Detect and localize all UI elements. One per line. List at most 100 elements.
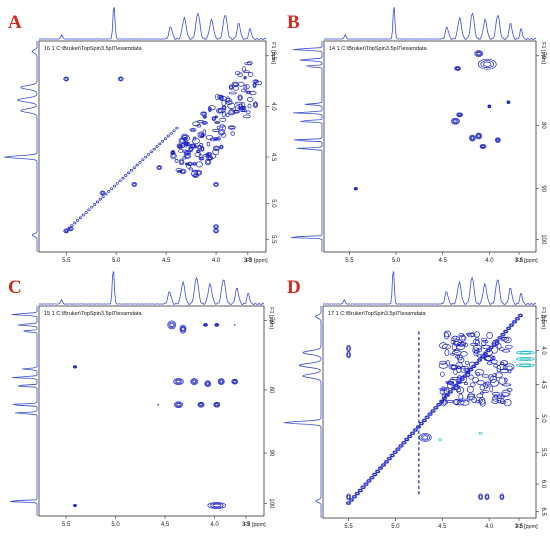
diagonal-peak xyxy=(378,466,384,470)
diagonal-peak xyxy=(78,216,82,220)
cross-peak xyxy=(247,72,254,77)
diagonal-peak xyxy=(376,470,380,473)
cross-peak xyxy=(220,145,223,149)
cross-peak xyxy=(206,141,211,147)
diagonal-peak xyxy=(351,495,357,499)
cross-peak xyxy=(475,132,483,140)
cross-peak xyxy=(446,381,454,389)
f2-tick-label: 4.0 xyxy=(212,258,221,264)
cross-peak xyxy=(506,388,513,392)
cross-peak xyxy=(184,141,188,146)
diagonal-peak xyxy=(352,495,357,498)
cross-peak xyxy=(233,380,237,384)
f2-axis-label: F2 [ppm] xyxy=(246,258,268,264)
cross-peak xyxy=(171,153,176,159)
cross-peak xyxy=(191,144,196,148)
diagonal-peak xyxy=(424,415,430,420)
diagonal-peak xyxy=(396,447,400,451)
diagonal-peak xyxy=(454,384,458,387)
diagonal-peak xyxy=(124,174,128,177)
diagonal-peak xyxy=(355,492,359,495)
cross-peak xyxy=(242,70,250,74)
f2-tick-label: 4.5 xyxy=(161,522,170,528)
cross-peak xyxy=(117,76,124,82)
diagonal-peak xyxy=(419,422,424,425)
cross-peak xyxy=(178,158,185,166)
cross-peak xyxy=(474,337,480,341)
cross-peak xyxy=(460,365,470,374)
cross-peak xyxy=(157,403,160,406)
panel-label: B xyxy=(287,12,300,33)
panel-d: D 17 1 C:\Bruker\TopSpin3.5pl7\examdata 5.… xyxy=(283,271,546,530)
cross-peak xyxy=(211,116,217,122)
diagonal-peak xyxy=(389,453,395,458)
cross-peak xyxy=(440,371,445,377)
cross-peak xyxy=(247,97,254,102)
diagonal-peak xyxy=(152,147,156,151)
cross-peak xyxy=(178,137,186,144)
cross-peak xyxy=(245,84,250,90)
f1-axis: 70 80 90 100 F1 [ppm] xyxy=(536,42,546,245)
cross-peak xyxy=(183,140,189,146)
cross-peak xyxy=(490,379,499,387)
f2-axis: 5.5 5.0 4.5 4.0 3.5F2 [ppm] xyxy=(344,518,538,530)
cross-peak xyxy=(346,493,351,501)
cross-peak xyxy=(252,82,257,89)
cross-peak xyxy=(73,365,77,369)
f1-axis-label: F1 [ppm] xyxy=(270,42,276,64)
cross-peak xyxy=(461,335,466,341)
diagonal-peak xyxy=(436,402,442,407)
cross-peak xyxy=(214,323,219,327)
cross-peak xyxy=(253,80,258,83)
diagonal-peak xyxy=(501,333,505,336)
diagonal-peak xyxy=(357,488,363,493)
cross-peak xyxy=(245,90,252,94)
negative-peak xyxy=(519,364,532,367)
diagonal-peak xyxy=(386,456,392,461)
cross-peak xyxy=(477,58,497,70)
cross-peak xyxy=(178,149,184,153)
cross-peak xyxy=(463,342,468,347)
cross-peak xyxy=(199,157,204,160)
cross-peak xyxy=(180,325,186,333)
diagonal-peak xyxy=(392,450,398,455)
diagonal-peak xyxy=(488,345,494,350)
cross-peak xyxy=(241,106,246,109)
cross-peak xyxy=(204,380,212,388)
cross-peak xyxy=(460,375,467,384)
cross-peak xyxy=(64,229,69,233)
cross-peak xyxy=(463,382,469,386)
cross-peak xyxy=(219,379,223,384)
cross-peak xyxy=(206,159,211,165)
experiment-header: 15 1 C:\Bruker\TopSpin3.5pl7\examdata xyxy=(44,311,142,317)
cross-peak xyxy=(475,51,482,57)
cross-peak xyxy=(231,378,239,385)
cross-peak xyxy=(470,136,475,140)
cross-peak xyxy=(203,323,208,327)
cross-peak xyxy=(479,494,483,499)
cross-peak xyxy=(443,332,449,340)
cross-peak xyxy=(487,104,492,109)
diagonal-peak xyxy=(164,137,168,140)
cross-peak xyxy=(213,401,221,408)
cross-peak xyxy=(472,338,480,345)
cross-peak xyxy=(468,374,474,380)
cross-peak xyxy=(456,112,464,118)
diagonal-peak xyxy=(146,153,151,156)
cross-peak xyxy=(214,225,218,229)
diagonal-peak xyxy=(364,482,368,486)
diagonal-peak xyxy=(509,323,515,327)
diagonal-peak xyxy=(378,466,383,470)
cross-peak xyxy=(202,121,207,125)
cross-peak xyxy=(476,52,481,56)
left-projection xyxy=(3,41,38,252)
cross-peak xyxy=(176,379,181,384)
cross-peak xyxy=(244,62,252,66)
cross-peak xyxy=(498,377,507,385)
cross-peak xyxy=(170,152,177,160)
f2-tick-label: 5.5 xyxy=(345,258,354,264)
cross-peak xyxy=(456,386,465,394)
negative-peak xyxy=(519,357,532,361)
cross-peak xyxy=(99,190,106,196)
cross-peak xyxy=(460,366,466,370)
